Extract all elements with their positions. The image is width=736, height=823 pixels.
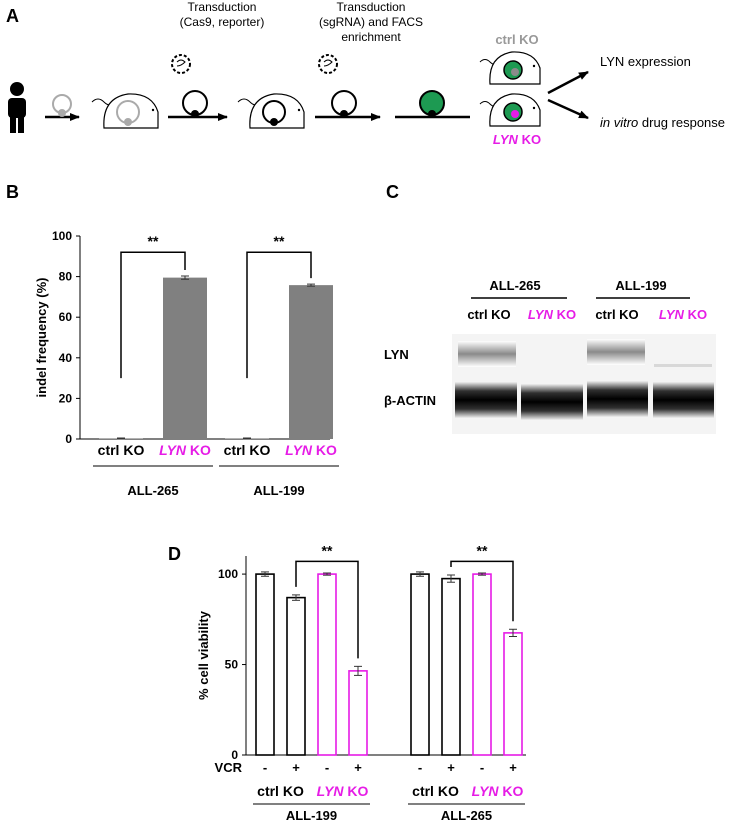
output-arrow-1 — [547, 70, 589, 95]
ctrl-ko-label-a: ctrl KO — [495, 32, 538, 47]
blot-band-lyn-4 — [654, 364, 712, 367]
bar-b — [163, 277, 207, 439]
blot-band-actin-3 — [587, 381, 648, 417]
sig-bracket-d — [295, 560, 359, 659]
vcr-level-d: - — [480, 760, 484, 775]
x-label-ctrl-b: ctrl KO — [224, 442, 271, 458]
blot-band-lyn-3 — [587, 339, 645, 365]
step2-label-line2: (sgRNA) and FACS — [319, 15, 423, 29]
y-tick-label-b: 20 — [59, 391, 73, 405]
blot-lane-2-label: LYN KO — [528, 307, 576, 322]
y-tick-label-b: 0 — [65, 432, 72, 446]
group-label-d: ALL-265 — [441, 808, 492, 823]
sig-stars-d: ** — [322, 542, 333, 558]
y-tick-label-b: 80 — [59, 270, 73, 284]
group-label-b: ALL-265 — [127, 483, 178, 498]
x-label-lyn-b: LYN KO — [285, 442, 337, 458]
blot-lane-3-label: ctrl KO — [595, 307, 638, 322]
cell-icon-gray — [52, 94, 72, 117]
group-label-d: ALL-199 — [286, 808, 337, 823]
cell-icon-transduced-1 — [182, 90, 208, 118]
person-icon — [8, 82, 26, 133]
lyn-ko-label-a: LYN KO — [493, 132, 541, 147]
y-tick-label-d: 0 — [231, 748, 238, 762]
x-label-ctrl-b: ctrl KO — [98, 442, 145, 458]
cell-icon-transduced-2 — [331, 90, 357, 118]
output-arrow-2 — [547, 98, 589, 120]
virus-icon-1 — [171, 54, 191, 74]
mouse-icon-lyn — [479, 93, 541, 127]
step2-label-line1: Transduction — [337, 0, 406, 14]
blot-group-1: ALL-265 — [489, 278, 540, 293]
y-axis-label-d: % cell viability — [196, 610, 211, 700]
panel-label-b: B — [6, 182, 19, 202]
vcr-level-d: + — [509, 760, 517, 775]
vcr-level-d: + — [354, 760, 362, 775]
bar-d — [472, 573, 492, 756]
bar-d — [348, 670, 368, 756]
blot-row-actin-label: β-ACTIN — [384, 393, 436, 408]
vcr-level-d: - — [325, 760, 329, 775]
y-axis-label-b: indel frequency (%) — [34, 278, 49, 398]
sig-stars-d: ** — [477, 542, 488, 558]
x-label-lyn-b: LYN KO — [159, 442, 211, 458]
step2-label-line3: enrichment — [341, 30, 401, 44]
sig-bracket-d — [450, 560, 514, 622]
x-label-ctrl-d: ctrl KO — [412, 783, 459, 799]
bar-d — [410, 573, 430, 756]
y-tick-label-d: 50 — [225, 658, 239, 672]
blot-band-actin-4 — [653, 382, 714, 418]
mouse-icon-ctrl — [479, 51, 541, 85]
x-label-ctrl-d: ctrl KO — [257, 783, 304, 799]
step1-label-line2: (Cas9, reporter) — [180, 15, 265, 29]
bar-d — [286, 596, 306, 756]
bar-d — [317, 573, 337, 756]
vcr-level-d: - — [418, 760, 422, 775]
vcr-label-d: VCR — [215, 760, 243, 775]
blot-group-2: ALL-199 — [615, 278, 666, 293]
cell-icon-green — [419, 90, 445, 118]
sig-stars-b: ** — [274, 233, 285, 249]
panel-label-a: A — [6, 6, 19, 26]
panel-label-c: C — [386, 182, 399, 202]
sig-stars-b: ** — [148, 233, 159, 249]
sig-bracket-b — [246, 251, 312, 379]
blot-band-actin-1 — [455, 382, 517, 418]
panel-label-d: D — [168, 544, 181, 564]
indel-frequency-chart: 0 20 40 60 80 100 indel frequency (%) ctrl KO LY… — [34, 229, 339, 498]
sig-bracket-b — [120, 251, 186, 379]
x-label-lyn-d: LYN KO — [472, 783, 524, 799]
vcr-level-d: + — [447, 760, 455, 775]
blot-lane-1-label: ctrl KO — [467, 307, 510, 322]
x-label-lyn-d: LYN KO — [317, 783, 369, 799]
bar-d — [503, 632, 523, 756]
cell-viability-chart: 0 50 100 % cell viability - + - + - + - + VCR ctrl KO… — [196, 542, 526, 823]
mouse-icon-2 — [237, 93, 305, 129]
blot-band-lyn-1 — [458, 341, 516, 367]
step1-label-line1: Transduction — [188, 0, 257, 14]
blot-lane-4-label: LYN KO — [659, 307, 707, 322]
output-lyn-expression: LYN expression — [600, 54, 691, 69]
bar-d — [255, 573, 275, 756]
blot-band-actin-2 — [521, 384, 583, 420]
y-tick-label-b: 100 — [52, 229, 72, 243]
group-label-b: ALL-199 — [253, 483, 304, 498]
y-tick-label-d: 100 — [218, 567, 238, 581]
mouse-icon-1 — [91, 93, 159, 129]
bar-b — [289, 285, 333, 439]
y-tick-label-b: 40 — [59, 351, 73, 365]
blot-row-lyn-label: LYN — [384, 347, 409, 362]
bar-d — [441, 577, 461, 756]
vcr-level-d: + — [292, 760, 300, 775]
y-tick-label-b: 60 — [59, 310, 73, 324]
virus-icon-2 — [318, 54, 338, 74]
output-drug-response: in vitro drug response — [600, 115, 725, 130]
vcr-level-d: - — [263, 760, 267, 775]
